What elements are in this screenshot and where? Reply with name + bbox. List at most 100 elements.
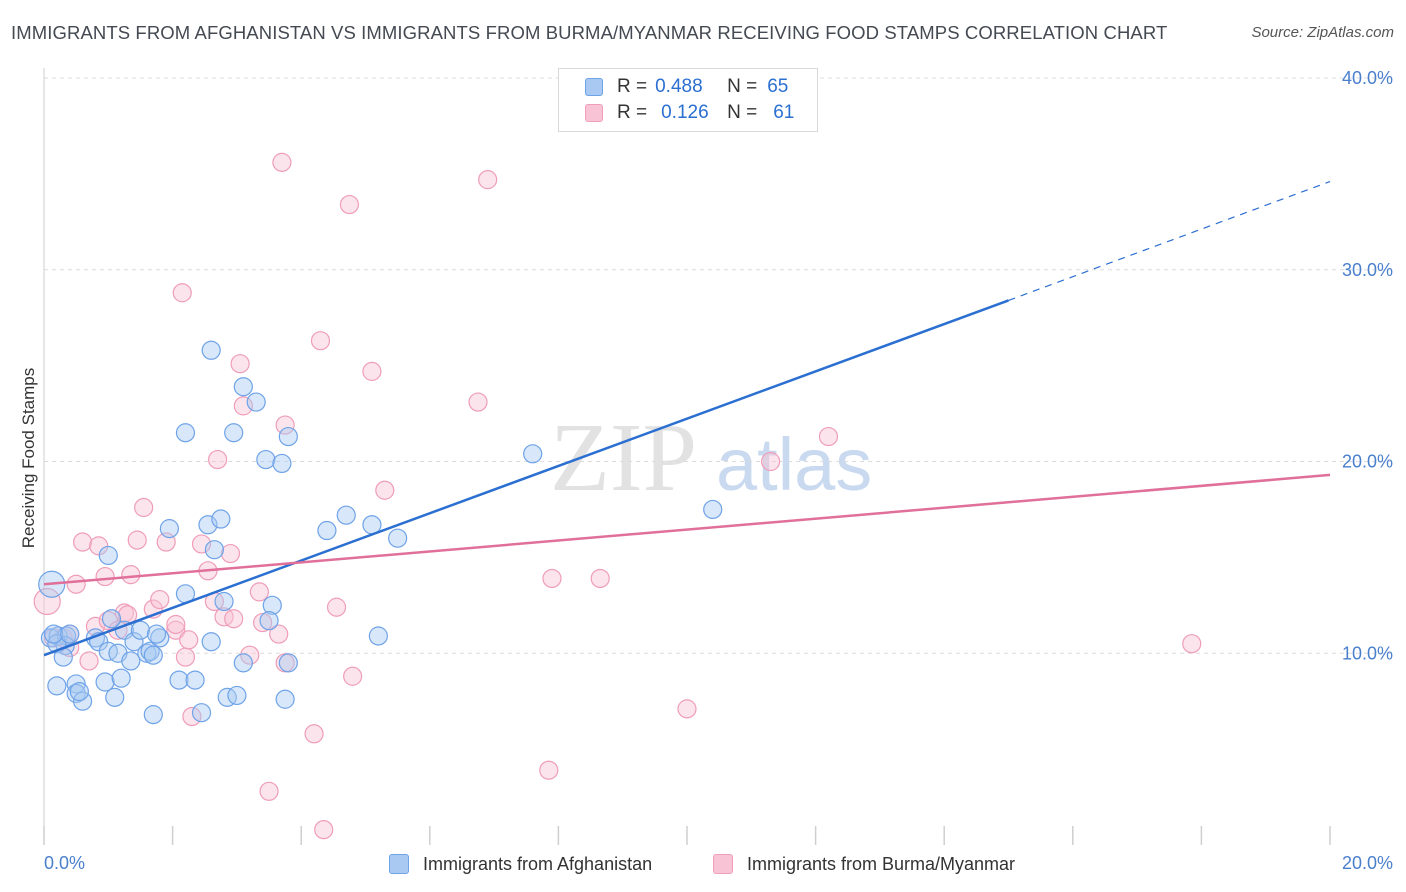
afghanistan-point xyxy=(233,653,253,673)
burma-point xyxy=(304,724,324,744)
afghanistan-point xyxy=(101,609,122,629)
burma-point xyxy=(339,194,360,215)
zipatlas-watermark: ZIP atlas xyxy=(550,404,872,512)
afghanistan-point xyxy=(121,651,141,671)
burma-point xyxy=(166,620,186,640)
afghanistan-point xyxy=(256,449,276,470)
grid-lines xyxy=(44,77,1392,654)
afghanistan-point xyxy=(175,423,196,443)
burma-point xyxy=(272,152,292,172)
afghanistan-point xyxy=(159,519,179,539)
burma-point xyxy=(539,760,559,780)
burma-point xyxy=(478,170,498,190)
legend-r-label: R = xyxy=(617,76,648,97)
y-tick-label: 10.0% xyxy=(1342,643,1393,663)
afghanistan-point xyxy=(272,453,292,474)
afghanistan-point xyxy=(111,668,131,688)
y-tick-label: 40.0% xyxy=(1342,68,1393,88)
burma-point xyxy=(818,426,839,447)
legend-r-label: R = xyxy=(617,102,648,123)
y-axis-label: Receiving Food Stamps xyxy=(19,368,38,548)
afghanistan-point xyxy=(60,624,80,644)
burma-point xyxy=(98,611,118,631)
burma-point xyxy=(343,666,363,686)
afghanistan-point xyxy=(191,703,212,723)
burma-point xyxy=(150,589,170,610)
afghanistan-point xyxy=(124,632,144,652)
burma-trend-line xyxy=(43,473,1331,586)
bottom-legend-afghanistan-label: Immigrants from Afghanistan xyxy=(423,853,653,874)
afghanistan-trend-extension xyxy=(1008,180,1331,301)
afghanistan-point xyxy=(368,626,388,646)
afghanistan-point xyxy=(201,632,221,652)
afghanistan-point xyxy=(211,509,231,529)
source-label: Source: ZipAtlas.com xyxy=(1251,24,1394,41)
burma-point xyxy=(375,480,395,500)
burma-point xyxy=(269,624,289,644)
legend-burma-n: 61 xyxy=(773,102,795,123)
burma-point xyxy=(1182,634,1202,654)
afghanistan-point xyxy=(98,641,118,661)
afghanistan-point xyxy=(523,444,543,464)
y-tick-label: 20.0% xyxy=(1342,452,1393,472)
burma-point xyxy=(208,449,228,470)
burma-point xyxy=(590,568,610,589)
burma-point xyxy=(134,497,154,518)
burma-point xyxy=(259,781,279,801)
afghanistan-point xyxy=(278,426,298,447)
burma-point xyxy=(760,451,781,472)
bottom-legend-afghanistan: Immigrants from Afghanistan xyxy=(389,852,652,876)
afghanistan-trend-line xyxy=(43,299,1009,657)
afghanistan-point xyxy=(44,624,64,644)
afghanistan-point xyxy=(143,645,163,665)
correlation-legend: R = 0.488 N = 65 R = 0.126 N = 61 xyxy=(558,68,818,132)
afghanistan-point xyxy=(259,611,279,631)
afghanistan-point xyxy=(317,520,337,541)
afghanistan-point xyxy=(278,653,298,673)
burma-point xyxy=(95,566,115,587)
burma-point xyxy=(230,354,250,374)
y-tick-labels: 10.0% 20.0% 30.0% 40.0% xyxy=(1342,68,1393,663)
afghanistan-point xyxy=(262,595,282,615)
legend-afghanistan-n: 65 xyxy=(767,76,789,97)
afghanistan-point xyxy=(224,423,244,443)
legend-row-afghanistan: R = 0.488 N = 65 xyxy=(585,75,788,99)
burma-point xyxy=(179,630,199,650)
afghanistan-point xyxy=(105,687,125,707)
x-tick-label: 0.0% xyxy=(44,853,85,873)
afghanistan-point xyxy=(336,505,356,525)
afghanistan-point xyxy=(217,687,237,707)
burma-point xyxy=(214,607,234,627)
burma-point xyxy=(220,543,241,564)
watermark-atlas: atlas xyxy=(716,423,872,506)
burma-point xyxy=(275,415,295,435)
afghanistan-point xyxy=(98,545,118,566)
afghanistan-points xyxy=(38,340,723,725)
y-tick-label: 30.0% xyxy=(1342,260,1393,280)
afghanistan-swatch-icon xyxy=(585,78,603,96)
burma-point xyxy=(121,565,141,585)
burma-legend-swatch-icon xyxy=(713,854,733,874)
axes xyxy=(43,68,1331,845)
afghanistan-point xyxy=(169,670,189,690)
burma-point xyxy=(175,647,196,667)
watermark-zip: ZIP xyxy=(550,404,697,512)
afghanistan-point xyxy=(130,620,151,640)
burma-point xyxy=(166,614,186,635)
chart-title: IMMIGRANTS FROM AFGHANISTAN VS IMMIGRANT… xyxy=(11,22,1168,43)
afghanistan-point xyxy=(185,670,205,690)
burma-point xyxy=(249,582,270,602)
afghanistan-point xyxy=(95,672,115,692)
x-tick-label: 20.0% xyxy=(1342,853,1393,873)
burma-point xyxy=(127,530,147,550)
legend-afghanistan-r: 0.488 xyxy=(655,76,703,97)
afghanistan-point xyxy=(66,683,86,704)
legend-row-burma: R = 0.126 N = 61 xyxy=(585,101,794,125)
bottom-legend-burma: Immigrants from Burma/Myanmar xyxy=(713,852,1015,876)
burma-point xyxy=(172,283,192,303)
burma-point xyxy=(310,331,331,351)
legend-n-label: N = xyxy=(727,102,758,123)
afghanistan-point xyxy=(388,528,408,548)
trend-lines xyxy=(43,180,1331,657)
